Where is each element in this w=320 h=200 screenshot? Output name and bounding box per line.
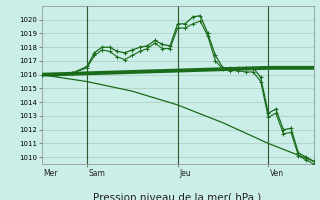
- Text: Jeu: Jeu: [179, 169, 191, 178]
- Text: Sam: Sam: [88, 169, 105, 178]
- Text: Mer: Mer: [43, 169, 58, 178]
- Text: Pression niveau de la mer( hPa ): Pression niveau de la mer( hPa ): [93, 192, 262, 200]
- Text: Ven: Ven: [270, 169, 284, 178]
